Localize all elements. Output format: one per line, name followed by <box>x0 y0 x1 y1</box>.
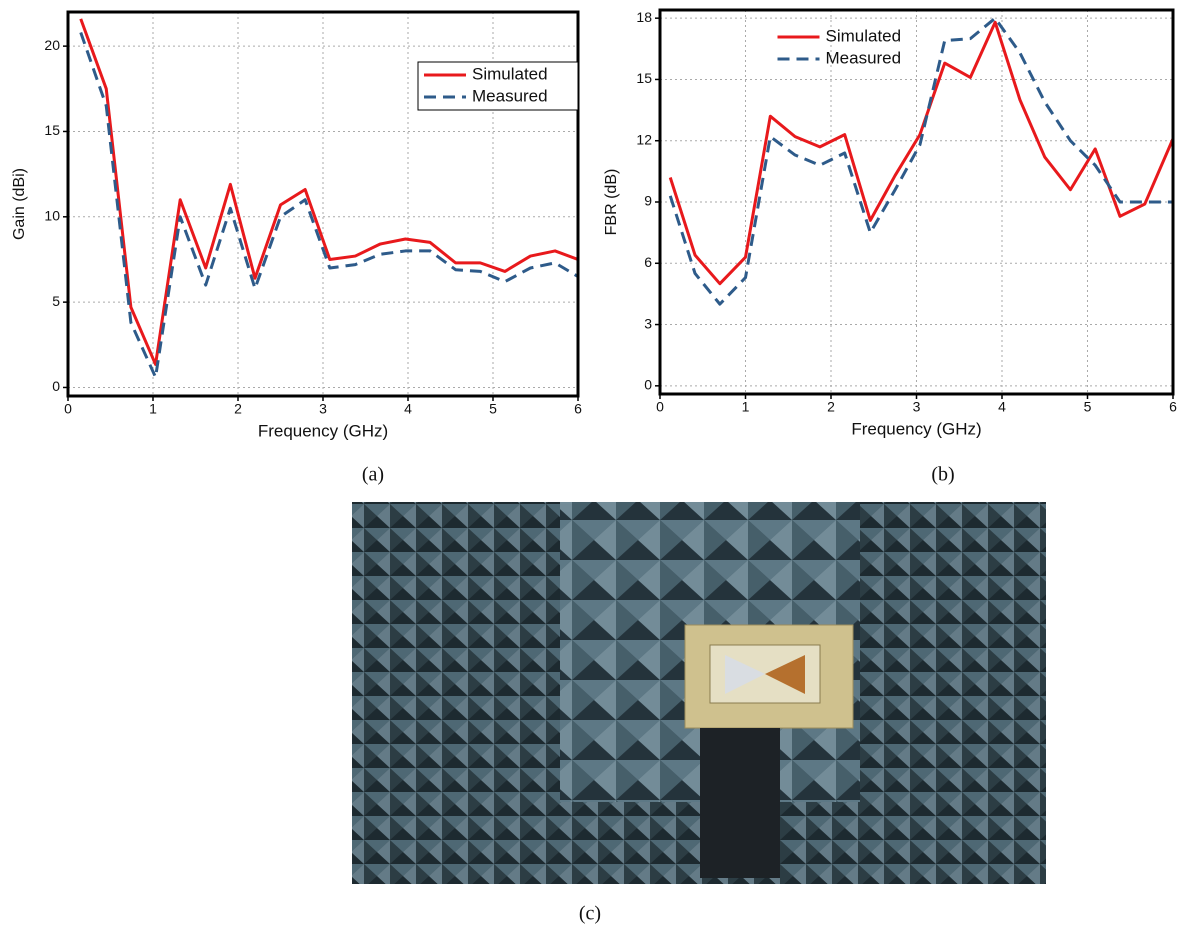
plot-frame <box>658 8 1175 396</box>
x-tick-label: 1 <box>149 401 157 417</box>
y-tick-label: 10 <box>44 208 60 224</box>
caption: (c) <box>579 903 601 925</box>
y-tick-label: 15 <box>636 70 652 86</box>
chamber-photo <box>352 502 1046 884</box>
x-tick-label: 3 <box>319 401 327 417</box>
y-axis-label: FBR (dB) <box>603 169 620 236</box>
y-tick-label: 18 <box>636 9 652 25</box>
x-tick-label: 1 <box>742 399 750 415</box>
y-tick-label: 15 <box>44 122 60 138</box>
left-wall <box>460 575 560 875</box>
series-line <box>79 31 578 379</box>
antenna-patch-right <box>765 655 805 694</box>
x-tick-label: 4 <box>998 399 1006 415</box>
x-tick-label: 6 <box>1169 399 1177 415</box>
y-tick-label: 20 <box>44 37 60 53</box>
mast <box>700 728 780 878</box>
series-line <box>79 18 578 366</box>
x-tick-label: 5 <box>489 401 497 417</box>
y-tick-label: 5 <box>52 293 60 309</box>
antenna-patch-left <box>725 655 765 694</box>
series-line <box>668 20 1173 286</box>
y-tick-label: 12 <box>636 131 652 147</box>
caption: (b) <box>931 464 954 486</box>
y-tick-label: 0 <box>644 377 652 393</box>
x-tick-label: 4 <box>404 401 412 417</box>
y-tick-label: 9 <box>644 193 652 209</box>
legend-label: Measured <box>826 48 902 67</box>
x-tick-label: 3 <box>913 399 921 415</box>
x-tick-label: 6 <box>574 401 582 417</box>
caption: (a) <box>362 464 384 486</box>
x-tick-label: 0 <box>656 399 664 415</box>
y-tick-label: 6 <box>644 254 652 270</box>
x-tick-label: 0 <box>64 401 72 417</box>
x-axis-label: Frequency (GHz) <box>258 421 388 440</box>
x-tick-label: 2 <box>827 399 835 415</box>
series-line <box>668 16 1173 306</box>
legend-label: Measured <box>472 86 548 105</box>
plot-frame <box>66 10 580 398</box>
legend-label: Simulated <box>826 26 902 45</box>
x-tick-label: 5 <box>1084 399 1092 415</box>
y-tick-label: 3 <box>644 315 652 331</box>
y-axis-label: Gain (dBi) <box>11 168 28 240</box>
legend-label: Simulated <box>472 64 548 83</box>
x-tick-label: 2 <box>234 401 242 417</box>
x-axis-label: Frequency (GHz) <box>851 419 981 438</box>
legend-frame <box>417 61 579 111</box>
y-tick-label: 0 <box>52 378 60 394</box>
